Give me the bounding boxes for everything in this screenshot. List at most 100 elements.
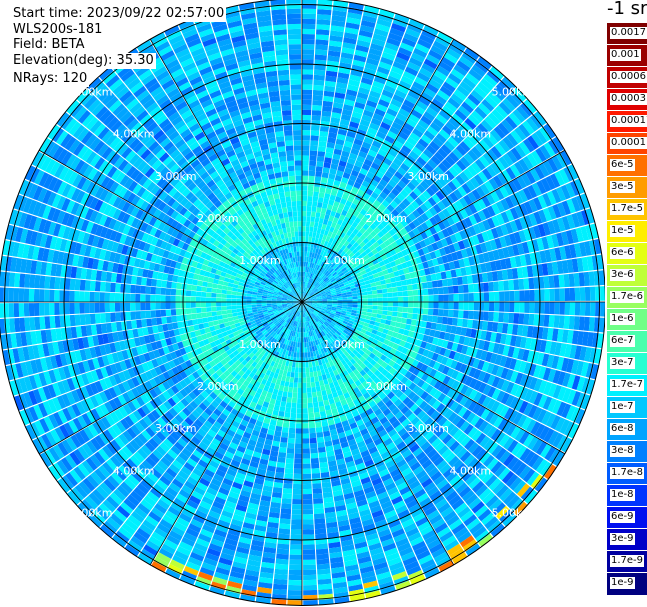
radar-gate <box>443 52 459 64</box>
radar-gate <box>403 254 411 262</box>
radar-gate <box>310 285 315 291</box>
radar-gate <box>302 185 308 191</box>
radar-gate <box>332 245 338 251</box>
radar-gate <box>383 339 390 346</box>
radar-gate <box>450 325 457 334</box>
radar-gate <box>567 164 579 180</box>
radar-gate <box>329 249 335 256</box>
radar-gate <box>303 337 307 343</box>
radar-gate <box>528 390 539 404</box>
radar-gate <box>415 256 423 265</box>
radar-gate <box>339 264 346 271</box>
radar-gate <box>309 262 313 268</box>
radar-gate <box>382 297 388 302</box>
radar-gate <box>505 209 515 222</box>
radar-gate <box>548 314 555 328</box>
radar-gate <box>317 202 323 208</box>
radar-gate <box>377 230 385 239</box>
radar-gate <box>345 183 353 191</box>
radar-gate <box>485 193 496 205</box>
radar-gate <box>462 284 469 293</box>
radar-gate <box>388 325 395 332</box>
radar-gate <box>321 110 332 118</box>
radar-gate <box>484 116 497 129</box>
radar-gate <box>375 267 383 273</box>
radar-gate <box>405 194 415 204</box>
radar-gate <box>531 326 539 339</box>
radar-gate <box>482 207 492 219</box>
radar-gate <box>354 217 362 225</box>
radar-gate <box>483 282 489 292</box>
radar-gate <box>322 299 328 301</box>
radar-gate <box>544 249 552 263</box>
radar-gate <box>480 263 487 273</box>
radar-gate <box>531 182 542 197</box>
radar-gate <box>547 205 557 220</box>
radar-gate <box>480 77 495 91</box>
radar-gate <box>387 256 395 263</box>
radar-gate <box>459 81 474 94</box>
radar-gate <box>561 216 571 231</box>
radar-gate <box>552 384 562 399</box>
radar-gate <box>321 389 327 396</box>
radar-gate <box>446 47 461 60</box>
radar-gate <box>312 274 316 280</box>
radar-gate <box>533 378 543 392</box>
radar-gate <box>407 330 415 338</box>
radar-gate <box>315 39 329 46</box>
radar-gate <box>305 367 310 373</box>
radar-gate <box>318 260 323 266</box>
radar-gate <box>295 362 299 368</box>
radar-gate <box>302 190 308 196</box>
radar-gate <box>445 155 456 167</box>
radar-gate <box>450 359 458 370</box>
radar-gate <box>334 314 340 319</box>
radar-gate <box>358 278 365 284</box>
radar-gate <box>358 124 369 132</box>
radar-gate <box>346 243 353 250</box>
radar-gate <box>393 139 404 149</box>
radar-gate <box>278 446 287 453</box>
radar-gate <box>504 196 515 209</box>
radar-gate <box>552 219 561 233</box>
radar-gate <box>423 302 429 309</box>
radar-gate <box>392 94 405 104</box>
radar-gate <box>288 427 296 434</box>
radar-gate <box>574 178 585 194</box>
radar-gate <box>378 98 390 108</box>
radar-gate <box>290 412 297 419</box>
radar-gate <box>340 52 354 60</box>
radar-gate <box>410 200 420 210</box>
radar-gate <box>325 309 331 313</box>
radar-gate <box>423 130 436 141</box>
radar-gate <box>507 346 515 358</box>
radar-gate <box>534 165 545 180</box>
radar-gate <box>312 286 317 292</box>
radar-gate <box>319 280 325 286</box>
radar-gate <box>306 216 311 222</box>
radar-gate <box>477 102 491 116</box>
radar-gate <box>387 292 393 298</box>
radar-gate <box>302 397 308 404</box>
radar-gate <box>305 294 309 299</box>
radar-gate <box>312 94 323 101</box>
radar-gate <box>378 249 386 257</box>
radar-gate <box>380 219 389 228</box>
radar-gate <box>304 287 306 293</box>
radar-gate <box>297 387 302 394</box>
radar-gate <box>428 78 442 90</box>
radar-gate <box>564 245 572 260</box>
radar-gate <box>460 345 469 355</box>
radar-gate <box>327 303 333 306</box>
radar-gate <box>401 317 407 324</box>
radar-gate <box>368 47 383 57</box>
radar-gate <box>579 346 587 361</box>
radar-gate <box>323 162 331 169</box>
radar-gate <box>317 441 325 448</box>
radar-gate <box>297 382 302 388</box>
radar-gate <box>506 133 519 147</box>
radar-gate <box>319 125 329 133</box>
radar-gate <box>524 253 532 266</box>
radar-gate <box>583 316 590 331</box>
radar-gate <box>336 218 344 226</box>
